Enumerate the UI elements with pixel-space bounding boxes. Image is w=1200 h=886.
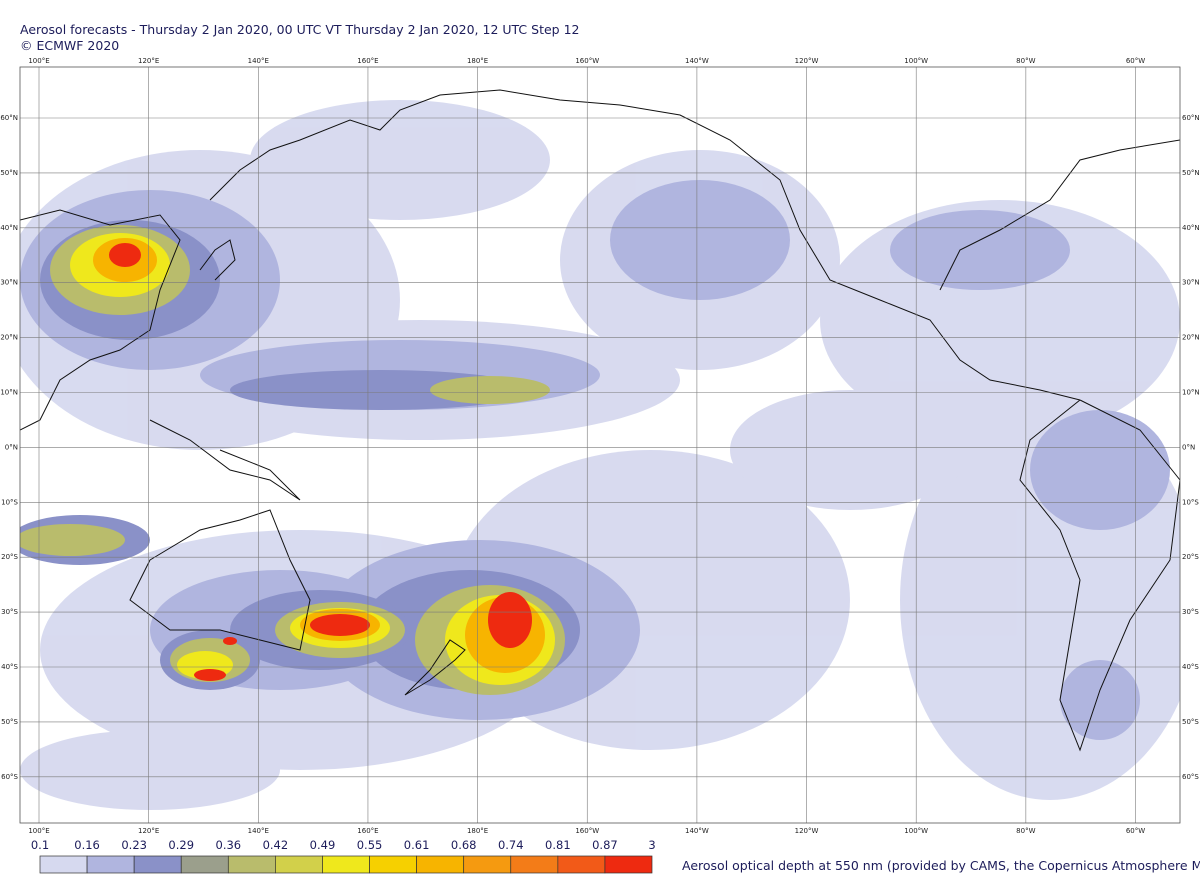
legend-swatch xyxy=(227,855,276,874)
legend-level: 0.42 xyxy=(263,838,289,852)
legend-level: 0.16 xyxy=(74,838,100,852)
legend-swatch xyxy=(39,855,88,874)
longitude-label-top: 60°W xyxy=(1126,57,1145,65)
map-field xyxy=(20,67,1180,823)
longitude-label-bottom: 80°W xyxy=(1016,827,1035,835)
legend-level: 0.61 xyxy=(404,838,430,852)
latitude-label-right: 50°S xyxy=(1182,718,1199,726)
latitude-label-right: 60°S xyxy=(1182,773,1199,781)
latitude-label-right: 10°S xyxy=(1182,498,1199,506)
longitude-label-bottom: 180°E xyxy=(467,827,488,835)
legend: 0.1 0.16 0.23 0.29 0.36 0.42 0.49 0.55 0.61 0.68 0… xyxy=(31,838,656,874)
copyright: © ECMWF 2020 xyxy=(20,38,119,53)
legend-caption: Aerosol optical depth at 550 nm (provide… xyxy=(682,858,1200,873)
latitude-label-left: 10°N xyxy=(0,389,18,397)
longitude-label-bottom: 140°E xyxy=(248,827,269,835)
title: Aerosol forecasts - Thursday 2 Jan 2020,… xyxy=(20,22,579,37)
latitude-label-left: 60°N xyxy=(0,114,18,122)
latitude-label-left: 20°S xyxy=(1,553,18,561)
latitude-label-right: 20°S xyxy=(1182,553,1199,561)
longitude-label-bottom: 160°E xyxy=(357,827,378,835)
longitude-label-bottom: 100°E xyxy=(28,827,49,835)
longitude-label-top: 140°E xyxy=(248,57,269,65)
latitude-label-left: 0°N xyxy=(5,443,18,451)
latitude-label-left: 30°N xyxy=(0,279,18,287)
longitude-label-top: 80°W xyxy=(1016,57,1035,65)
latitude-label-left: 30°S xyxy=(1,608,18,616)
legend-swatch xyxy=(557,855,606,874)
latitude-label-left: 50°N xyxy=(0,169,18,177)
longitude-label-bottom: 120°E xyxy=(138,827,159,835)
longitude-label-top: 100°E xyxy=(28,57,49,65)
longitude-label-top: 160°E xyxy=(357,57,378,65)
legend-level: 0.87 xyxy=(592,838,618,852)
latitude-label-left: 40°N xyxy=(0,224,18,232)
latitude-label-left: 60°S xyxy=(1,773,18,781)
latitude-label-left: 40°S xyxy=(1,663,18,671)
latitude-label-right: 0°N xyxy=(1182,443,1195,451)
legend-level: 0.1 xyxy=(31,838,49,852)
map-frame xyxy=(19,66,1181,824)
legend-swatch xyxy=(604,855,653,874)
latitude-label-right: 10°N xyxy=(1182,389,1200,397)
latitude-label-left: 50°S xyxy=(1,718,18,726)
legend-level: 0.23 xyxy=(121,838,147,852)
legend-level: 0.68 xyxy=(451,838,477,852)
latitude-label-right: 40°S xyxy=(1182,663,1199,671)
legend-swatch xyxy=(322,855,370,874)
latitude-label-right: 30°N xyxy=(1182,279,1200,287)
legend-swatch xyxy=(416,855,465,874)
latitude-label-right: 50°N xyxy=(1182,169,1200,177)
legend-level: 0.29 xyxy=(168,838,194,852)
legend-swatch xyxy=(369,855,417,874)
latitude-label-left: 10°S xyxy=(1,498,18,506)
longitude-label-bottom: 100°W xyxy=(904,827,928,835)
longitude-label-top: 160°W xyxy=(575,57,599,65)
longitude-label-top: 120°W xyxy=(795,57,819,65)
longitude-label-top: 120°E xyxy=(138,57,159,65)
legend-swatch xyxy=(275,855,323,874)
legend-swatch xyxy=(463,855,512,874)
latitude-label-right: 30°S xyxy=(1182,608,1199,616)
latitude-label-right: 40°N xyxy=(1182,224,1200,232)
longitude-label-bottom: 140°W xyxy=(685,827,709,835)
legend-level: 0.55 xyxy=(357,838,383,852)
legend-swatch xyxy=(86,855,135,874)
legend-swatch xyxy=(510,855,559,874)
longitude-label-top: 100°W xyxy=(904,57,928,65)
longitude-label-bottom: 160°W xyxy=(575,827,599,835)
legend-level: 0.74 xyxy=(498,838,524,852)
longitude-label-bottom: 60°W xyxy=(1126,827,1145,835)
legend-swatch xyxy=(133,855,182,874)
graticule: 100°E 100°E 120°E 120°E 140°E 140°E 160°E 160°E… xyxy=(0,57,1199,835)
legend-level: 3 xyxy=(648,838,655,852)
latitude-label-right: 20°N xyxy=(1182,334,1200,342)
legend-level: 0.81 xyxy=(545,838,571,852)
coastlines xyxy=(20,89,1180,752)
legend-level: 0.49 xyxy=(310,838,336,852)
legend-swatch xyxy=(180,855,229,874)
longitude-label-top: 180°E xyxy=(467,57,488,65)
longitude-label-top: 140°W xyxy=(685,57,709,65)
latitude-label-left: 20°N xyxy=(0,334,18,342)
legend-level: 0.36 xyxy=(216,838,242,852)
latitude-label-right: 60°N xyxy=(1182,114,1200,122)
longitude-label-bottom: 120°W xyxy=(795,827,819,835)
